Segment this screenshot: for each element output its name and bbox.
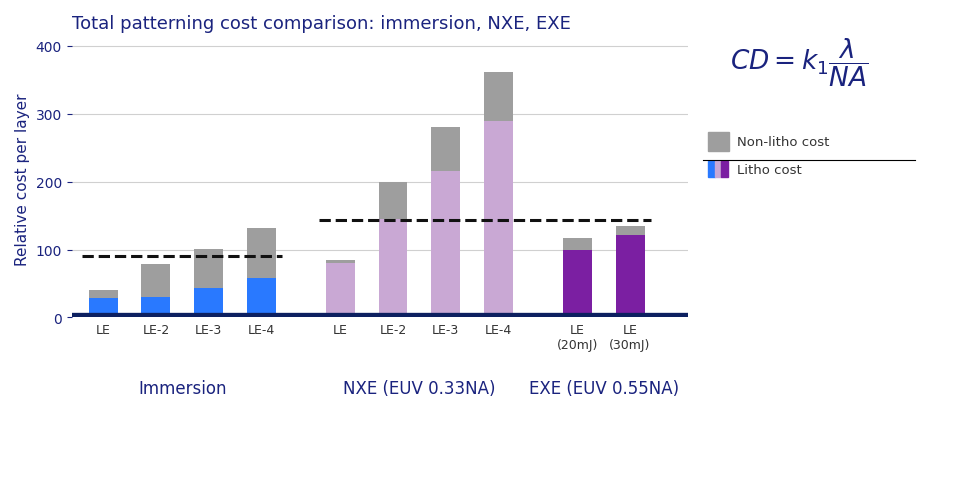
Text: Non-litho cost: Non-litho cost xyxy=(737,135,829,149)
Bar xyxy=(483,72,513,121)
Bar xyxy=(431,172,460,318)
Bar xyxy=(247,229,275,278)
Bar xyxy=(142,264,170,298)
Bar xyxy=(142,298,170,318)
Bar xyxy=(483,121,513,318)
Bar xyxy=(563,239,592,250)
Text: NXE (EUV 0.33NA): NXE (EUV 0.33NA) xyxy=(343,379,496,397)
Bar xyxy=(615,235,644,318)
Text: Total patterning cost comparison: immersion, NXE, EXE: Total patterning cost comparison: immers… xyxy=(71,15,570,33)
Bar xyxy=(89,299,117,318)
Text: Litho cost: Litho cost xyxy=(737,163,801,176)
Bar xyxy=(325,264,354,318)
Text: EXE (EUV 0.55NA): EXE (EUV 0.55NA) xyxy=(529,379,679,397)
Bar xyxy=(615,226,644,235)
Bar xyxy=(378,182,407,219)
Bar xyxy=(378,219,407,318)
Bar xyxy=(247,278,275,318)
Y-axis label: Relative cost per layer: Relative cost per layer xyxy=(15,93,30,265)
Text: $CD = k_1 \dfrac{\lambda}{NA}$: $CD = k_1 \dfrac{\lambda}{NA}$ xyxy=(730,36,869,88)
Bar xyxy=(89,290,117,299)
Bar xyxy=(325,260,354,264)
Bar xyxy=(195,249,223,288)
Bar xyxy=(431,128,460,172)
Bar xyxy=(195,288,223,318)
Bar xyxy=(563,250,592,318)
Text: Immersion: Immersion xyxy=(138,379,226,397)
